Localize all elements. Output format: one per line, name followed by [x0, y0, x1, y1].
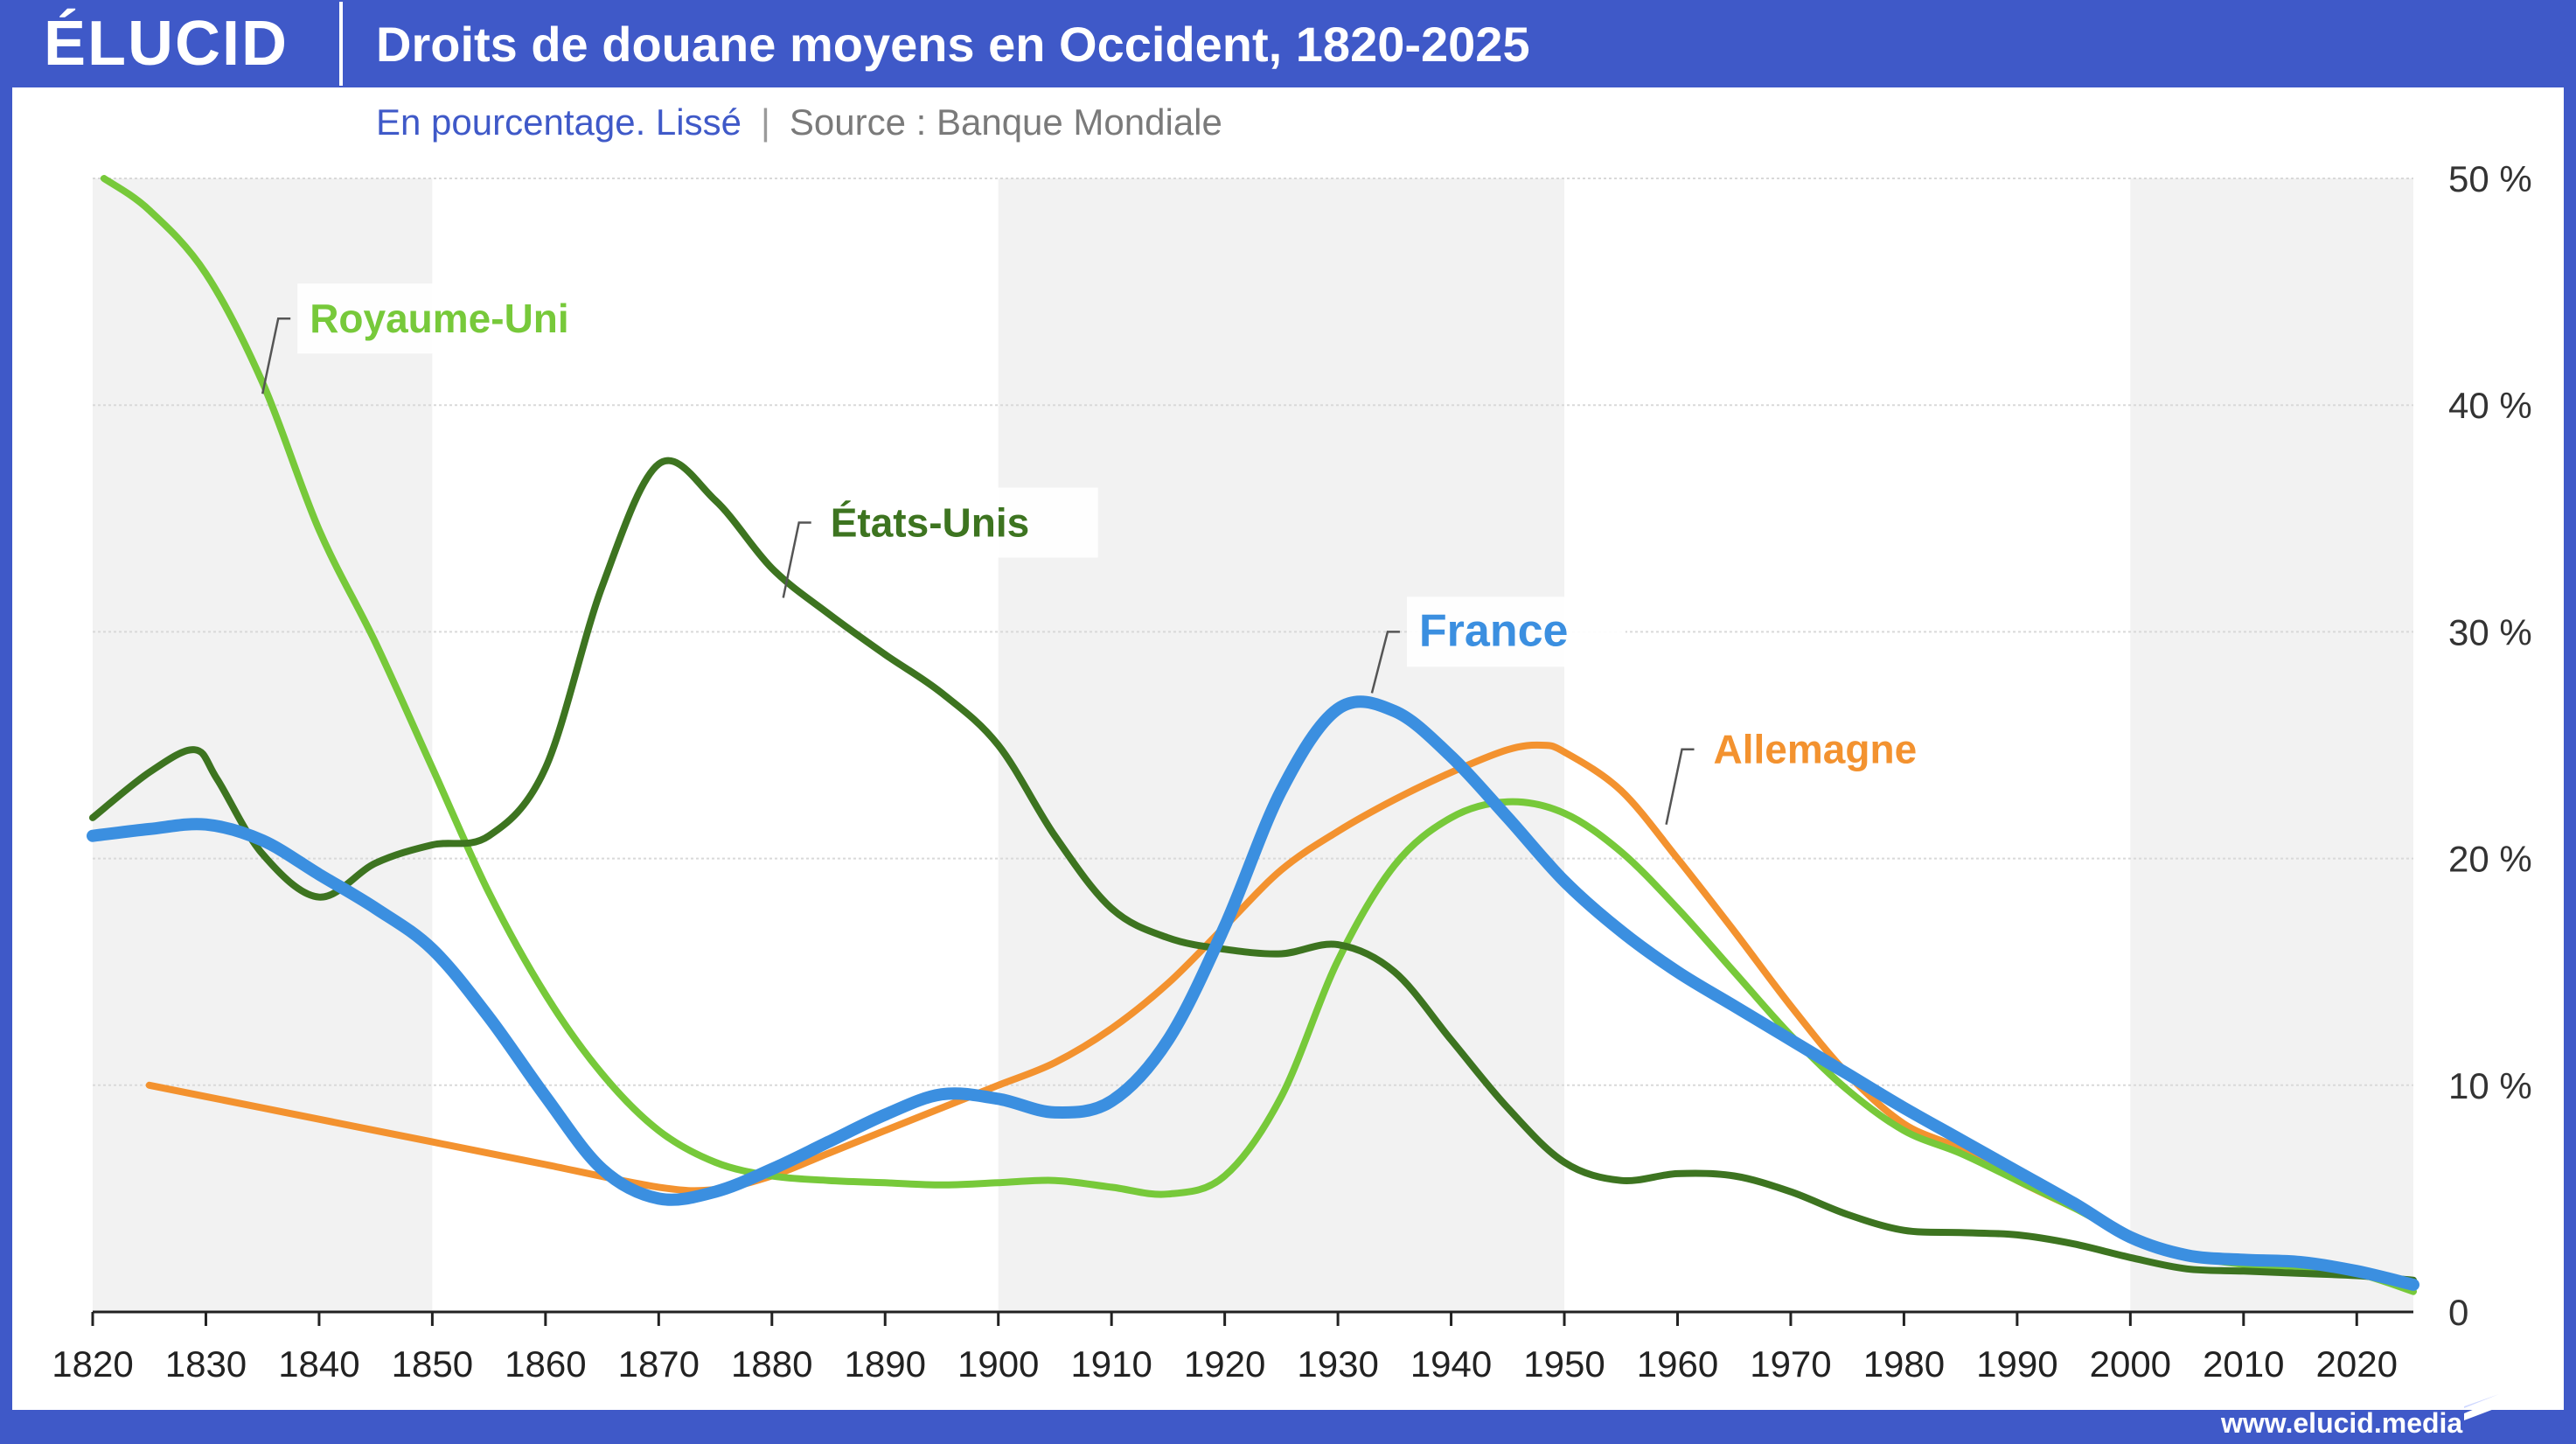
y-tick-label: 10 %	[2448, 1065, 2532, 1106]
x-tick-label: 1880	[731, 1343, 812, 1385]
shaded-bands	[93, 178, 2413, 1312]
x-tick-label: 1890	[845, 1343, 926, 1385]
x-tick-label: 1940	[1410, 1343, 1492, 1385]
x-tick-label: 1900	[957, 1343, 1039, 1385]
x-tick-label: 1920	[1184, 1343, 1265, 1385]
x-tick-label: 2020	[2316, 1343, 2398, 1385]
series-label-allemagne: Allemagne	[1714, 727, 1918, 772]
shaded-band	[2130, 178, 2413, 1312]
footer-url[interactable]: www.elucid.media	[2221, 1406, 2463, 1439]
x-tick-label: 1990	[1976, 1343, 2057, 1385]
label-backdrop	[1701, 714, 1981, 785]
series-lines	[87, 175, 2419, 1295]
x-tick-label: 1870	[618, 1343, 700, 1385]
x-tick-label: 1910	[1070, 1343, 1152, 1385]
label-backdrop	[818, 487, 1098, 558]
x-tick-label: 1860	[505, 1343, 586, 1385]
x-tick-label: 1950	[1523, 1343, 1605, 1385]
x-tick-label: 2000	[2090, 1343, 2171, 1385]
x-tick-label: 1930	[1297, 1343, 1378, 1385]
series-line-etats-unis	[89, 457, 2417, 1284]
x-tick-label: 1980	[1863, 1343, 1945, 1385]
chart-title: Droits de douane moyens en Occident, 182…	[376, 16, 1530, 72]
y-tick-label: 40 %	[2448, 385, 2532, 426]
elucid-arrow-icon	[2464, 1392, 2515, 1420]
series-label-france: France	[1419, 605, 1569, 656]
header-divider	[339, 2, 343, 86]
y-tick-label: 30 %	[2448, 611, 2532, 652]
source-text: Source : Banque Mondiale	[789, 101, 1222, 143]
y-tick-label: 0	[2448, 1292, 2468, 1333]
series-line-royaume-uni	[100, 175, 2417, 1295]
axes: 0 10 % 20 % 30 % 40 % 50 % 1820 1830 1840 1850 186…	[52, 158, 2531, 1385]
subtitle-text: En pourcentage. Lissé	[376, 101, 741, 143]
leader-line-france	[1370, 631, 1400, 694]
brand-logo[interactable]: ÉLUCID	[44, 9, 289, 79]
leader-line-royaume-uni	[261, 317, 291, 394]
series-labels: Royaume-Uni États-Unis France Allemagne	[261, 283, 1981, 825]
leader-line-etats-unis	[782, 521, 811, 598]
y-tick-label: 20 %	[2448, 839, 2532, 880]
x-tick-label: 1960	[1637, 1343, 1718, 1385]
chart-subtitle: En pourcentage. Lissé | Source : Banque …	[376, 98, 1222, 147]
subtitle-separator: |	[760, 101, 770, 143]
shaded-band	[998, 178, 1565, 1312]
series-label-etats-unis: États-Unis	[831, 500, 1029, 546]
x-tick-label: 2010	[2203, 1343, 2284, 1385]
series-label-royaume-uni: Royaume-Uni	[310, 296, 568, 341]
leader-line-allemagne	[1665, 748, 1695, 825]
x-tick-label: 1850	[392, 1343, 473, 1385]
x-tick-label: 1840	[278, 1343, 359, 1385]
header-bar: ÉLUCID Droits de douane moyens en Occide…	[0, 0, 2576, 87]
x-tick-label: 1830	[165, 1343, 247, 1385]
label-backdrop	[297, 283, 630, 354]
y-tick-label: 50 %	[2448, 158, 2532, 199]
series-line-france	[87, 695, 2419, 1291]
label-backdrop	[1406, 596, 1626, 667]
x-tick-label: 1970	[1750, 1343, 1831, 1385]
shaded-band	[93, 178, 433, 1312]
x-tick-label: 1820	[52, 1343, 133, 1385]
